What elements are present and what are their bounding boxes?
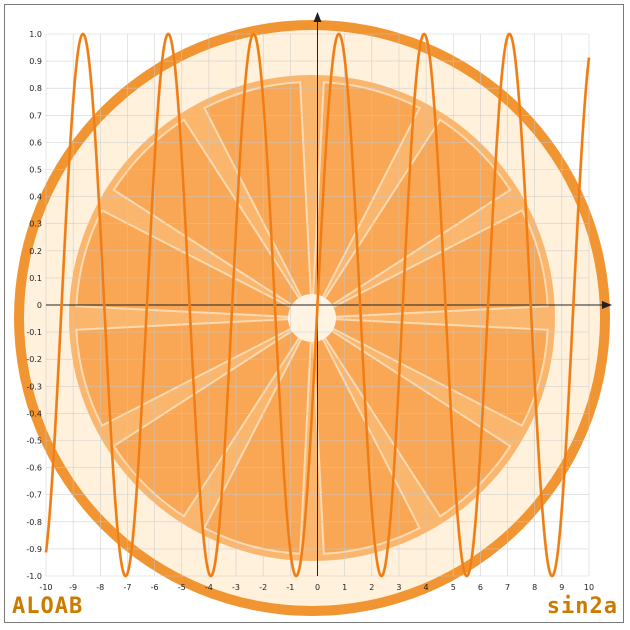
x-tick-label: 7	[505, 583, 510, 592]
y-tick-label: 0.9	[29, 57, 42, 66]
orange-segment	[112, 328, 302, 518]
x-tick-label: -9	[69, 583, 77, 592]
y-tick-labels: -1.0 -0.9 -0.8 -0.7 -0.6 -0.5 -0.4 -0.3 -0.2 -0.1…	[26, 30, 42, 581]
y-tick-label: 1.0	[29, 30, 42, 39]
y-tick-label: -0.5	[26, 437, 42, 446]
x-tick-label: -10	[39, 583, 52, 592]
y-tick-label: -1.0	[26, 572, 42, 581]
orange-segment	[330, 209, 549, 318]
orange-segment	[312, 81, 421, 300]
orange-segment	[75, 318, 294, 427]
x-tick-label: 6	[478, 583, 483, 592]
orange-segment	[322, 328, 512, 518]
y-tick-label: 0.5	[29, 166, 42, 175]
y-tick-label: 0	[37, 301, 42, 310]
x-tick-label: -2	[259, 583, 267, 592]
watermark-right: sin2a	[546, 594, 618, 619]
x-tick-labels: -10 -9 -8 -7 -6 -5 -4 -3 -2 -1 0 1 2 3 4 5 6 7 8 9 10	[39, 583, 594, 592]
x-tick-label: 5	[451, 583, 456, 592]
y-tick-label: -0.9	[26, 545, 42, 554]
orange-segment	[112, 118, 302, 308]
y-tick-label: 0.4	[29, 193, 42, 202]
x-tick-label: -5	[178, 583, 186, 592]
x-tick-label: -7	[123, 583, 131, 592]
y-tick-label: -0.1	[26, 328, 42, 337]
y-tick-label: -0.2	[26, 355, 42, 364]
x-tick-label: 10	[584, 583, 594, 592]
y-tick-label: -0.7	[26, 491, 42, 500]
curve-sin2x	[44, 32, 591, 578]
orange-segment	[203, 81, 312, 300]
y-tick-label: 0.8	[29, 84, 42, 93]
y-tick-label: -0.6	[26, 464, 42, 473]
watermark-left: ALOAB	[12, 594, 84, 619]
curves	[44, 32, 591, 578]
chart-frame	[4, 4, 624, 623]
x-tick-label: 0	[315, 583, 320, 592]
x-tick-label: 9	[559, 583, 564, 592]
x-tick-label: 8	[532, 583, 537, 592]
x-axis-arrow	[602, 301, 612, 309]
y-tick-label: 0.6	[29, 138, 42, 147]
y-tick-label: -0.8	[26, 518, 42, 527]
y-tick-label: -0.3	[26, 382, 42, 391]
x-tick-label: -4	[205, 583, 213, 592]
x-tick-label: 4	[424, 583, 429, 592]
x-tick-label: 2	[369, 583, 374, 592]
y-tick-label: 0.3	[29, 220, 42, 229]
x-tick-label: 3	[396, 583, 401, 592]
y-tick-label: 0.1	[29, 274, 42, 283]
x-tick-label: -6	[151, 583, 159, 592]
x-tick-label: -8	[96, 583, 104, 592]
x-tick-label: 1	[342, 583, 347, 592]
y-tick-label: 0.7	[29, 111, 42, 120]
x-tick-label: -3	[232, 583, 240, 592]
y-tick-label: -0.4	[26, 409, 42, 418]
orange-segment	[322, 118, 512, 308]
y-axis-arrow	[313, 12, 322, 22]
x-tick-label: -1	[286, 583, 294, 592]
orange-center	[288, 294, 336, 342]
y-tick-label: 0.2	[29, 247, 42, 256]
